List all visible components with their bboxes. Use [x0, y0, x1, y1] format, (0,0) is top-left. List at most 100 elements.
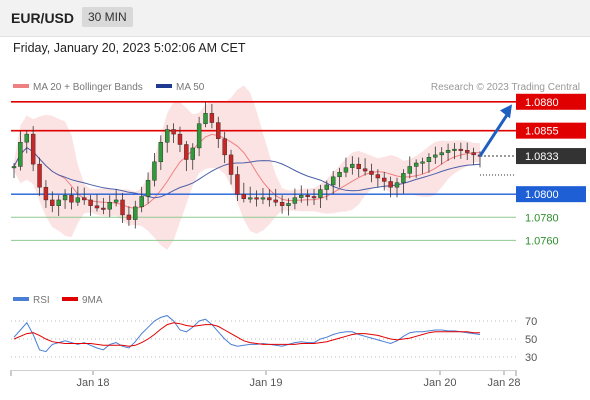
candle-body: [350, 163, 355, 168]
symbol-title: EUR/USD: [11, 10, 75, 26]
candle-body: [247, 197, 253, 200]
candle-body: [433, 154, 438, 158]
x-axis-line: [10, 370, 515, 371]
candle-body: [228, 154, 234, 175]
candle-body: [458, 148, 464, 151]
candle-body: [369, 170, 374, 175]
candle-body: [196, 123, 202, 149]
candle-body: [305, 195, 310, 198]
candle-body: [324, 184, 329, 190]
candle-body: [145, 180, 151, 197]
chart-timestamp: Friday, January 20, 2023 5:02:06 AM CET: [13, 41, 246, 55]
candle-body: [158, 141, 164, 163]
candle-body: [165, 129, 170, 143]
candle-body: [139, 196, 144, 208]
candle-body: [394, 182, 400, 188]
forecast-arrow-head: [500, 104, 512, 119]
legend-9ma-swatch: [62, 297, 78, 301]
ma50-line: [13, 146, 481, 199]
candle-body: [292, 197, 298, 204]
candle-body: [471, 152, 476, 156]
legend-ma20-label: MA 20 + Bollinger Bands: [33, 82, 143, 93]
candle-body: [133, 206, 138, 220]
candle-body: [190, 147, 195, 160]
candle-body: [24, 133, 29, 143]
candle-body: [318, 189, 323, 198]
candle-body: [311, 196, 317, 199]
candle-body: [177, 133, 183, 145]
legend-ma20-swatch: [13, 84, 29, 88]
level-box-0: [516, 93, 586, 110]
forecast-arrow-shaft: [478, 112, 510, 157]
candle-body: [75, 197, 81, 203]
candle-body: [286, 203, 291, 206]
level-label-3: 1.0800: [525, 189, 559, 201]
candle-body: [465, 150, 470, 153]
candle-body: [299, 195, 304, 198]
level-box-2: [516, 148, 586, 165]
candle-body: [375, 174, 381, 179]
candle-body: [11, 166, 17, 169]
timeframe-badge[interactable]: 30 MIN: [82, 7, 133, 27]
candle-body: [426, 157, 432, 163]
candle-body: [30, 133, 36, 165]
candle-body: [235, 174, 240, 195]
candle-body: [101, 207, 106, 210]
rsi-9ma-line: [13, 322, 480, 347]
level-box-3: [516, 186, 586, 203]
candle-body: [152, 161, 157, 181]
candle-body: [69, 195, 74, 203]
candle-body: [126, 214, 132, 220]
candle-body: [343, 167, 349, 173]
level-label-5: 1.0760: [525, 235, 559, 247]
level-label-2: 1.0833: [525, 151, 559, 163]
candle-body: [362, 168, 368, 172]
level-label-1: 1.0855: [525, 126, 559, 138]
rsi-level-label-2: 30: [525, 352, 537, 364]
legend-rsi-swatch: [13, 297, 29, 301]
legend-ma50-swatch: [156, 84, 172, 88]
level-box-1: [516, 122, 586, 139]
candle-body: [452, 148, 457, 151]
candle-body: [260, 197, 266, 200]
candle-body: [222, 138, 227, 156]
candle-body: [216, 122, 221, 139]
candle-body: [254, 197, 259, 200]
rsi-level-label-0: 70: [525, 316, 537, 328]
candle-body: [279, 202, 285, 206]
candle-body: [445, 150, 451, 153]
x-tick-label-1: Jan 19: [249, 377, 282, 389]
candle-body: [388, 181, 393, 188]
candle-body: [407, 166, 412, 174]
x-tick-label-0: Jan 18: [76, 377, 109, 389]
rsi-line: [13, 315, 481, 353]
candle-body: [439, 152, 444, 156]
candle-body: [120, 199, 125, 216]
legend-ma50-label: MA 50: [176, 82, 205, 93]
candle-body: [18, 141, 23, 167]
level-label-4: 1.0780: [525, 212, 559, 224]
x-tick-label-3: Jan 28: [487, 377, 520, 389]
candle-body: [356, 163, 361, 169]
legend-rsi-label: RSI: [33, 295, 50, 306]
candle-body: [62, 195, 68, 201]
level-label-0: 1.0880: [525, 97, 559, 109]
candle-body: [241, 193, 247, 199]
candle-body: [267, 197, 272, 201]
candle-body: [209, 113, 215, 123]
candle-body: [88, 199, 93, 206]
candle-body: [184, 144, 189, 160]
candle-body: [50, 199, 55, 206]
bollinger-band: [14, 85, 480, 250]
candle-body: [82, 197, 87, 201]
candle-body: [43, 187, 49, 201]
candle-body: [337, 172, 342, 178]
candle-body: [382, 177, 387, 182]
candle-body: [420, 161, 425, 164]
candle-body: [171, 129, 176, 135]
candle-body: [107, 202, 112, 210]
legend-9ma-label: 9MA: [82, 295, 103, 306]
candle-body: [401, 173, 406, 183]
x-tick-label-2: Jan 20: [423, 377, 456, 389]
